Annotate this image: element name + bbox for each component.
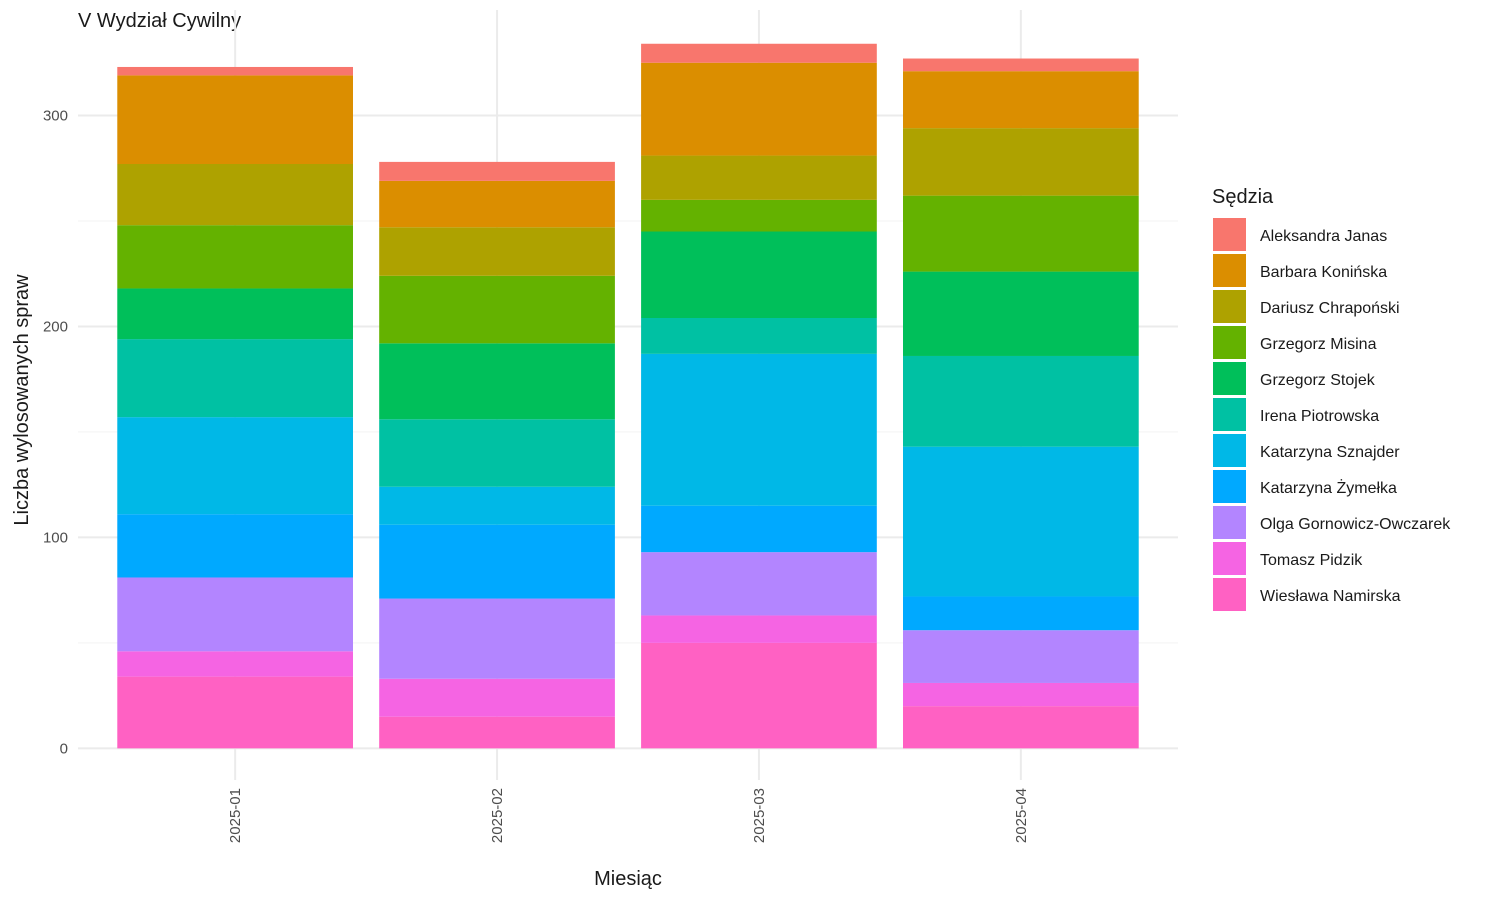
bar-segment: [117, 417, 354, 515]
bar-segment: [641, 318, 877, 354]
bar-segment: [903, 355, 1139, 447]
bar-segment: [117, 514, 354, 578]
bar-segment: [379, 716, 615, 749]
legend-swatch: [1213, 218, 1246, 251]
bar-segment: [379, 180, 615, 228]
x-tick-label: 2025-03: [751, 788, 768, 843]
bar-segment: [379, 419, 615, 487]
bar-segment: [117, 75, 354, 164]
bar-segment: [117, 66, 354, 76]
legend-label: Barbara Konińska: [1260, 264, 1387, 281]
bar-segment: [379, 227, 615, 276]
bar-segment: [641, 552, 877, 616]
legend-label: Aleksandra Janas: [1260, 228, 1387, 245]
bar-segment: [641, 43, 877, 63]
bar-segment: [903, 71, 1139, 129]
bar-segment: [379, 598, 615, 679]
bar-segment: [379, 486, 615, 525]
bar-segment: [379, 161, 615, 181]
bar-segment: [117, 288, 354, 340]
bar-segment: [903, 706, 1139, 749]
bar-segment: [641, 642, 877, 749]
chart-title: V Wydział Cywilny: [78, 10, 241, 32]
bar-segment: [903, 446, 1139, 597]
legend-label: Katarzyna Żymełka: [1260, 478, 1397, 497]
x-tick-label: 2025-04: [1013, 788, 1030, 843]
bar-segment: [903, 58, 1139, 72]
legend-swatch: [1213, 506, 1246, 539]
bar-segment: [903, 271, 1139, 356]
legend: Sędzia Aleksandra Janas Barbara Konińska D…: [1212, 186, 1451, 611]
bar-segment: [641, 353, 877, 506]
legend-label: Grzegorz Stojek: [1260, 372, 1376, 389]
bar-segment: [379, 343, 615, 420]
legend-swatch: [1213, 290, 1246, 323]
y-axis-title: Liczba wylosowanych spraw: [11, 274, 33, 526]
bar-segment: [117, 339, 354, 418]
bar-segment: [903, 195, 1139, 272]
legend-swatch: [1213, 434, 1246, 467]
bar-segment: [379, 524, 615, 599]
legend-title: Sędzia: [1212, 186, 1274, 208]
x-axis-title: Miesiąc: [594, 868, 662, 890]
bar-segment: [641, 155, 877, 200]
bars: [117, 43, 1139, 749]
y-axis-ticks: 0 100 200 300: [43, 107, 68, 757]
y-tick-label: 100: [43, 529, 68, 546]
bar-segment: [117, 225, 354, 289]
bar-segment: [117, 164, 354, 226]
x-tick-label: 2025-02: [489, 788, 506, 843]
bar-segment: [641, 199, 877, 232]
y-tick-label: 200: [43, 318, 68, 335]
x-axis-ticks: 2025-01 2025-02 2025-03 2025-04: [227, 788, 1030, 843]
bar-segment: [379, 275, 615, 344]
x-tick-label: 2025-01: [227, 788, 244, 843]
y-tick-label: 0: [60, 740, 68, 757]
bar-segment: [117, 676, 354, 749]
legend-label: Grzegorz Misina: [1260, 336, 1377, 353]
bar-segment: [903, 596, 1139, 631]
legend-swatch: [1213, 254, 1246, 287]
legend-swatch: [1213, 542, 1246, 575]
legend-label: Dariusz Chrapoński: [1260, 300, 1400, 317]
bar-segment: [641, 62, 877, 156]
bar-segment: [903, 682, 1139, 707]
bar-segment: [641, 615, 877, 643]
legend-label: Tomasz Pidzik: [1260, 552, 1363, 569]
bar-segment: [117, 577, 354, 652]
legend-swatch: [1213, 362, 1246, 395]
y-tick-label: 300: [43, 107, 68, 124]
legend-label: Wiesława Namirska: [1260, 588, 1401, 605]
bar-segment: [641, 505, 877, 553]
legend-label: Katarzyna Sznajder: [1260, 444, 1400, 461]
legend-label: Irena Piotrowska: [1260, 408, 1379, 425]
legend-swatch: [1213, 398, 1246, 431]
bar-segment: [903, 630, 1139, 683]
legend-swatch: [1213, 470, 1246, 503]
bar-segment: [903, 128, 1139, 196]
legend-swatch: [1213, 578, 1246, 611]
legend-swatch: [1213, 326, 1246, 359]
legend-label: Olga Gornowicz-Owczarek: [1260, 516, 1451, 533]
bar-segment: [117, 651, 354, 677]
bar-segment: [641, 231, 877, 318]
bar-segment: [379, 678, 615, 717]
